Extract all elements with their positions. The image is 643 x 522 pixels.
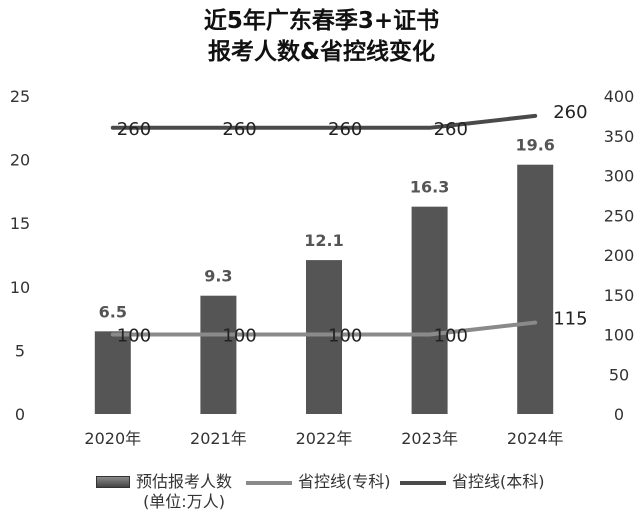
x-tick-label-0: 2020年 <box>84 429 141 448</box>
line-point-1-3 <box>428 333 432 336</box>
y-left-tick-label-2: 10 <box>10 278 30 297</box>
bar-value-label-3: 16.3 <box>410 178 449 197</box>
bar-0 <box>94 331 131 414</box>
line-point-2-0 <box>111 126 115 130</box>
legend-label-bars-line-1: 预估报考人数 <box>136 472 233 491</box>
bar-value-label-1: 9.3 <box>204 267 232 286</box>
y-right-tick-label-8: 400 <box>604 87 635 106</box>
bar-4 <box>517 164 554 414</box>
legend-swatch-zhuanke <box>246 481 292 485</box>
line-value-label-1-0: 100 <box>117 326 151 347</box>
line-series-2 <box>110 113 538 130</box>
x-tick-label-2: 2022年 <box>296 429 353 448</box>
chart-title-line-2: 报考人数&省控线变化 <box>207 39 436 65</box>
line-value-label-1-2: 100 <box>328 326 362 347</box>
line-point-2-4 <box>533 114 537 118</box>
line-point-2-3 <box>428 126 432 130</box>
y-right-tick-label-6: 300 <box>604 167 635 186</box>
x-tick-label-3: 2023年 <box>401 429 458 448</box>
line-point-1-4 <box>533 321 537 325</box>
y-left-tick-label-4: 20 <box>10 151 30 170</box>
legend-label-bars-line-2: (单位:万人) <box>143 492 225 511</box>
legend-label-zhuanke: 省控线(专科) <box>298 472 391 491</box>
bar-2 <box>306 260 342 414</box>
bar-value-label-0: 6.5 <box>99 302 127 321</box>
x-tick-label-1: 2021年 <box>190 429 247 448</box>
line-value-label-1-3: 100 <box>434 326 468 347</box>
line-point-2-2 <box>322 126 326 130</box>
x-tick-label-4: 2024年 <box>507 429 564 448</box>
line-value-label-1-4: 115 <box>553 309 587 330</box>
y-left-tick-label-0: 0 <box>15 405 25 424</box>
y-left-tick-label-5: 25 <box>10 87 30 106</box>
legend-item-bars: 预估报考人数 (单位:万人) <box>96 472 232 512</box>
line-value-label-2-2: 260 <box>328 119 362 140</box>
y-right-tick-label-2: 100 <box>604 326 635 345</box>
bar-1 <box>200 295 237 414</box>
chart-canvas: 05101520250501001502002503003504006.59.3… <box>10 87 635 448</box>
line-point-1-2 <box>322 333 326 336</box>
y-right-tick-label-4: 200 <box>604 246 635 265</box>
line-point-1-1 <box>216 333 220 336</box>
line-value-label-2-0: 260 <box>117 119 151 140</box>
bar-value-label-4: 19.6 <box>515 136 554 155</box>
chart-title-line-1: 近5年广东春季3+证书 <box>203 8 440 34</box>
bar-3 <box>411 206 448 414</box>
y-right-tick-label-1: 50 <box>609 365 629 384</box>
line-value-label-2-1: 260 <box>222 119 256 140</box>
legend-swatch-benke <box>400 481 446 485</box>
line-point-1-0 <box>111 333 115 336</box>
line-value-label-1-1: 100 <box>222 326 256 347</box>
line-value-label-2-4: 260 <box>553 102 587 123</box>
y-left-tick-label-1: 5 <box>15 341 25 360</box>
y-right-tick-label-7: 350 <box>604 127 635 146</box>
bar-value-label-2: 12.1 <box>304 231 343 250</box>
y-right-tick-label-3: 150 <box>604 286 635 305</box>
legend-label-benke: 省控线(本科) <box>452 472 545 491</box>
line-point-2-1 <box>216 126 220 130</box>
y-right-tick-label-5: 250 <box>604 206 635 225</box>
line-value-label-2-3: 260 <box>434 119 468 140</box>
chart-title: 近5年广东春季3+证书 报考人数&省控线变化 <box>0 6 643 68</box>
legend-swatch-bars <box>96 476 130 488</box>
legend-item-benke: 省控线(本科) <box>400 472 545 492</box>
legend-item-zhuanke: 省控线(专科) <box>246 472 391 492</box>
y-right-tick-label-0: 0 <box>614 405 624 424</box>
legend: 预估报考人数 (单位:万人) 省控线(专科) 省控线(本科) <box>0 470 643 518</box>
y-left-tick-label-3: 15 <box>10 214 30 233</box>
